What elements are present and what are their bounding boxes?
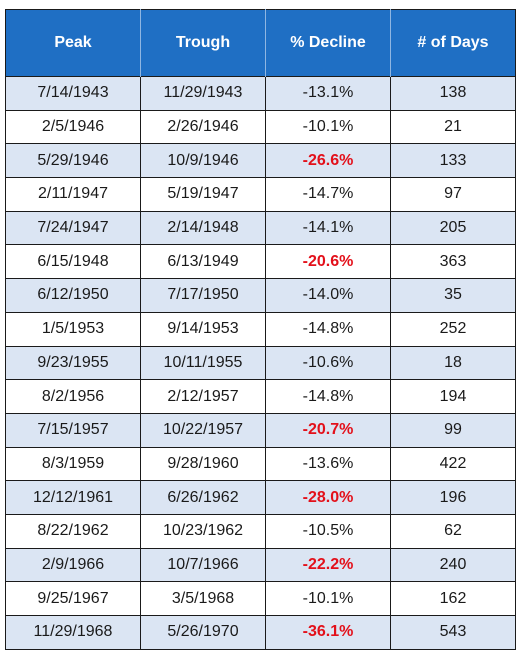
cell-days: 422: [390, 446, 516, 481]
cell-days: 18: [390, 345, 516, 380]
table-body: 7/14/1943 11/29/1943 -13.1% 138 2/5/1946 2/26…: [5, 76, 516, 650]
table-row: 7/15/1957 10/22/1957 -20.7% 99: [5, 412, 516, 448]
cell-peak: 5/29/1946: [5, 143, 141, 178]
cell-decline: -14.7%: [265, 177, 391, 212]
cell-peak: 9/25/1967: [5, 581, 141, 616]
table-row: 6/12/1950 7/17/1950 -14.0% 35: [5, 278, 516, 313]
cell-peak: 7/24/1947: [5, 210, 141, 245]
cell-days: 252: [390, 311, 516, 346]
cell-trough: 6/13/1949: [140, 244, 266, 279]
table-row: 8/2/1956 2/12/1957 -14.8% 194: [5, 379, 516, 414]
cell-peak: 2/11/1947: [5, 177, 141, 212]
cell-decline: -14.8%: [265, 379, 391, 414]
cell-peak: 2/5/1946: [5, 109, 141, 144]
cell-days: 363: [390, 244, 516, 279]
cell-days: 99: [390, 412, 516, 448]
cell-trough: 6/26/1962: [140, 480, 266, 515]
header-decline: % Decline: [265, 9, 391, 77]
cell-trough: 10/7/1966: [140, 547, 266, 582]
table-row: 9/23/1955 10/11/1955 -10.6% 18: [5, 345, 516, 380]
table-row: 7/24/1947 2/14/1948 -14.1% 205: [5, 210, 516, 245]
cell-decline: -14.0%: [265, 278, 391, 313]
cell-decline: -10.5%: [265, 513, 391, 549]
table-row: 2/5/1946 2/26/1946 -10.1% 21: [5, 109, 516, 144]
cell-peak: 12/12/1961: [5, 480, 141, 515]
cell-days: 35: [390, 278, 516, 313]
cell-trough: 10/11/1955: [140, 345, 266, 380]
cell-decline: -10.6%: [265, 345, 391, 380]
cell-decline: -26.6%: [265, 143, 391, 178]
table-row: 8/3/1959 9/28/1960 -13.6% 422: [5, 446, 516, 481]
cell-peak: 7/14/1943: [5, 76, 141, 111]
cell-peak: 8/2/1956: [5, 379, 141, 414]
cell-days: 62: [390, 513, 516, 549]
cell-decline: -28.0%: [265, 480, 391, 515]
header-row: Peak Trough % Decline # of Days: [5, 9, 516, 77]
header-days: # of Days: [390, 9, 516, 77]
cell-days: 138: [390, 76, 516, 111]
cell-trough: 10/23/1962: [140, 513, 266, 549]
cell-days: 240: [390, 547, 516, 582]
cell-trough: 11/29/1943: [140, 76, 266, 111]
cell-trough: 9/14/1953: [140, 311, 266, 346]
cell-peak: 8/3/1959: [5, 446, 141, 481]
cell-days: 133: [390, 143, 516, 178]
cell-peak: 2/9/1966: [5, 547, 141, 582]
header-trough: Trough: [140, 9, 266, 77]
cell-trough: 2/14/1948: [140, 210, 266, 245]
cell-decline: -13.1%: [265, 76, 391, 111]
cell-peak: 6/12/1950: [5, 278, 141, 313]
market-decline-table: Peak Trough % Decline # of Days 7/14/194…: [5, 9, 516, 650]
cell-decline: -10.1%: [265, 581, 391, 616]
cell-decline: -13.6%: [265, 446, 391, 481]
cell-peak: 7/15/1957: [5, 412, 141, 448]
table-row: 8/22/1962 10/23/1962 -10.5% 62: [5, 513, 516, 549]
cell-trough: 10/22/1957: [140, 412, 266, 448]
table-row: 2/9/1966 10/7/1966 -22.2% 240: [5, 547, 516, 582]
cell-trough: 5/19/1947: [140, 177, 266, 212]
table-row: 5/29/1946 10/9/1946 -26.6% 133: [5, 143, 516, 178]
table-row: 12/12/1961 6/26/1962 -28.0% 196: [5, 480, 516, 515]
cell-days: 205: [390, 210, 516, 245]
cell-days: 194: [390, 379, 516, 414]
cell-trough: 3/5/1968: [140, 581, 266, 616]
cell-days: 196: [390, 480, 516, 515]
cell-peak: 9/23/1955: [5, 345, 141, 380]
cell-peak: 6/15/1948: [5, 244, 141, 279]
cell-decline: -22.2%: [265, 547, 391, 582]
cell-decline: -10.1%: [265, 109, 391, 144]
cell-decline: -20.6%: [265, 244, 391, 279]
cell-days: 97: [390, 177, 516, 212]
cell-decline: -20.7%: [265, 412, 391, 448]
cell-trough: 10/9/1946: [140, 143, 266, 178]
cell-trough: 2/12/1957: [140, 379, 266, 414]
cell-peak: 8/22/1962: [5, 513, 141, 549]
table-row: 2/11/1947 5/19/1947 -14.7% 97: [5, 177, 516, 212]
cell-trough: 7/17/1950: [140, 278, 266, 313]
cell-days: 21: [390, 109, 516, 144]
table-row: 11/29/1968 5/26/1970 -36.1% 543: [5, 615, 516, 650]
cell-trough: 5/26/1970: [140, 615, 266, 650]
cell-days: 162: [390, 581, 516, 616]
cell-peak: 1/5/1953: [5, 311, 141, 346]
cell-decline: -14.1%: [265, 210, 391, 245]
table-row: 6/15/1948 6/13/1949 -20.6% 363: [5, 244, 516, 279]
cell-days: 543: [390, 615, 516, 650]
table-row: 7/14/1943 11/29/1943 -13.1% 138: [5, 76, 516, 111]
cell-trough: 2/26/1946: [140, 109, 266, 144]
header-peak: Peak: [5, 9, 141, 77]
cell-decline: -14.8%: [265, 311, 391, 346]
cell-peak: 11/29/1968: [5, 615, 141, 650]
table-row: 1/5/1953 9/14/1953 -14.8% 252: [5, 311, 516, 346]
cell-decline: -36.1%: [265, 615, 391, 650]
table-row: 9/25/1967 3/5/1968 -10.1% 162: [5, 581, 516, 616]
cell-trough: 9/28/1960: [140, 446, 266, 481]
